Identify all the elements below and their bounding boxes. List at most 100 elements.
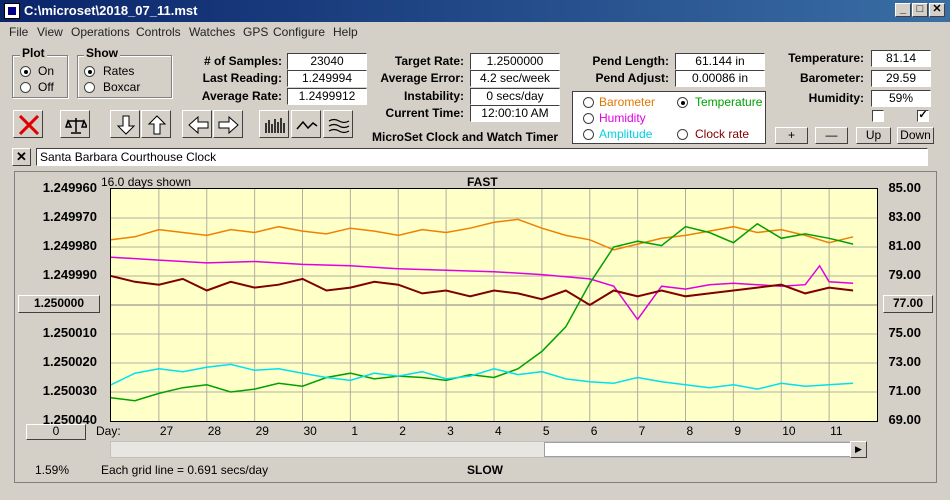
arrow-down-icon xyxy=(116,115,136,135)
close-button[interactable]: ✕ xyxy=(929,3,945,17)
plot-off-label: Off xyxy=(38,80,54,94)
show-rates-label: Rates xyxy=(103,64,135,78)
balance-button[interactable] xyxy=(60,110,90,138)
x-tick-label: 5 xyxy=(542,424,550,438)
x-tick-label: 11 xyxy=(830,424,843,438)
amplitude-radio[interactable] xyxy=(583,129,594,140)
y-left-tick-label: 1.249990 xyxy=(42,267,97,282)
wave-graph-button[interactable] xyxy=(323,110,353,138)
close-clock-button[interactable]: ✕ xyxy=(12,148,31,166)
x-tick-label: 30 xyxy=(303,424,317,438)
menu-help[interactable]: Help xyxy=(333,25,358,39)
scale-up-button[interactable]: Up xyxy=(856,127,891,144)
x-tick-label: 27 xyxy=(159,424,174,438)
menu-controls[interactable]: Controls xyxy=(136,25,181,39)
menu-file[interactable]: File xyxy=(9,25,29,39)
move-left-button[interactable] xyxy=(182,110,212,138)
chart-panel: 16.0 days shown FAST 1.249960 1.249970 1.2… xyxy=(14,171,937,483)
barometer-radio[interactable] xyxy=(583,97,594,108)
average-error-label: Average Error: xyxy=(380,71,464,85)
current-time-field: 12:00:10 AM xyxy=(470,105,560,122)
average-rate-field: 1.2499912 xyxy=(287,88,367,105)
scrollbar-thumb[interactable] xyxy=(544,442,852,457)
x-tick-label: 28 xyxy=(207,424,222,438)
temperature-option[interactable]: Temperature xyxy=(695,95,763,109)
samples-label: # of Samples: xyxy=(203,54,282,68)
rate-bars-button[interactable] xyxy=(259,110,289,138)
show-boxcar-label: Boxcar xyxy=(103,80,141,94)
option-checkbox-1[interactable] xyxy=(872,110,884,122)
menu-watches[interactable]: Watches xyxy=(189,25,236,39)
humidity-option[interactable]: Humidity xyxy=(599,111,646,125)
barometer-option[interactable]: Barometer xyxy=(599,95,656,109)
option-checkbox-2[interactable]: ✓ xyxy=(917,109,929,122)
x-tick-label: 6 xyxy=(590,424,598,438)
x-axis: 27 28 29 30 1 2 3 4 5 6 7 8 9 10 11 xyxy=(110,422,878,442)
current-time-label: Current Time: xyxy=(385,106,464,120)
scale-plus-button[interactable]: + xyxy=(775,127,808,144)
menu-configure[interactable]: Configure xyxy=(273,25,326,39)
plot-on-radio[interactable] xyxy=(20,66,31,77)
move-right-button[interactable] xyxy=(213,110,243,138)
maximize-button[interactable]: □ xyxy=(912,3,928,17)
pend-length-field[interactable]: 61.144 in xyxy=(675,53,765,70)
menu-gps[interactable]: GPS xyxy=(243,25,269,39)
clock-rate-option[interactable]: Clock rate xyxy=(695,127,750,141)
plot-group-label: Plot xyxy=(20,46,47,60)
plot-area[interactable] xyxy=(110,188,878,422)
arrow-left-icon xyxy=(188,115,209,135)
series-line-amplitude xyxy=(111,363,854,390)
scale-minus-button[interactable]: — xyxy=(815,127,848,144)
y-left-tick-label: 1.249970 xyxy=(42,209,97,224)
amplitude-option[interactable]: Amplitude xyxy=(599,127,653,141)
pend-adjust-field[interactable]: 0.00086 in xyxy=(675,70,765,87)
target-rate-field[interactable]: 1.2500000 xyxy=(470,53,560,70)
title-bar: C:\microset\2018_07_11.mst _ □ ✕ xyxy=(0,0,950,22)
bar-graph-icon xyxy=(265,118,285,133)
x-tick-label: 29 xyxy=(255,424,269,438)
menu-view[interactable]: View xyxy=(37,25,63,39)
clock-name-field[interactable]: Santa Barbara Courthouse Clock xyxy=(36,148,928,166)
y-right-tick-label: 73.00 xyxy=(888,354,921,369)
menu-operations[interactable]: Operations xyxy=(71,25,130,39)
y-left-tick-label: 1.250010 xyxy=(42,325,97,340)
show-rates-radio[interactable] xyxy=(84,66,95,77)
zero-button[interactable]: 0 xyxy=(26,424,86,440)
barometer-label: Barometer: xyxy=(799,71,864,85)
temperature-radio[interactable] xyxy=(677,97,688,108)
show-group-label: Show xyxy=(84,46,120,60)
average-error-field: 4.2 sec/week xyxy=(470,70,560,87)
show-group xyxy=(77,55,172,98)
show-boxcar-radio[interactable] xyxy=(84,82,95,93)
instability-label: Instability: xyxy=(403,89,464,103)
app-icon[interactable] xyxy=(4,3,20,19)
humidity-radio[interactable] xyxy=(583,113,594,124)
scale-balance-icon xyxy=(65,118,87,134)
center-left-button[interactable]: 1.250000 xyxy=(18,295,100,313)
horizontal-scrollbar[interactable] xyxy=(110,441,867,458)
left-axis: 1.249960 1.249970 1.249980 1.249990 1.250010… xyxy=(15,172,97,484)
move-down-button[interactable] xyxy=(110,110,140,138)
percent-label: 1.59% xyxy=(35,463,70,477)
line-graph-button[interactable] xyxy=(291,110,321,138)
move-up-button[interactable] xyxy=(141,110,171,138)
y-right-tick-label: 81.00 xyxy=(888,238,921,253)
minimize-button[interactable]: _ xyxy=(895,3,911,17)
day-axis-label: Day: xyxy=(96,424,121,438)
plot-on-label: On xyxy=(38,64,55,78)
clock-rate-radio[interactable] xyxy=(677,129,688,140)
scale-down-button[interactable]: Down xyxy=(897,127,934,144)
y-left-tick-label: 1.249980 xyxy=(42,238,97,253)
plot-off-radio[interactable] xyxy=(20,82,31,93)
clear-button[interactable] xyxy=(13,110,43,138)
fast-label: FAST xyxy=(467,175,498,189)
humidity-label: Humidity: xyxy=(808,91,864,105)
pend-length-label: Pend Length: xyxy=(592,54,669,68)
series-line-clock-rate xyxy=(111,275,854,307)
y-left-tick-label: 1.249960 xyxy=(42,180,97,195)
pend-adjust-label: Pend Adjust: xyxy=(595,71,669,85)
scroll-right-button[interactable]: ▶ xyxy=(850,441,867,458)
center-right-button[interactable]: 77.00 xyxy=(883,295,933,313)
arrow-up-icon xyxy=(147,115,167,135)
series-line-temperature xyxy=(111,222,854,402)
